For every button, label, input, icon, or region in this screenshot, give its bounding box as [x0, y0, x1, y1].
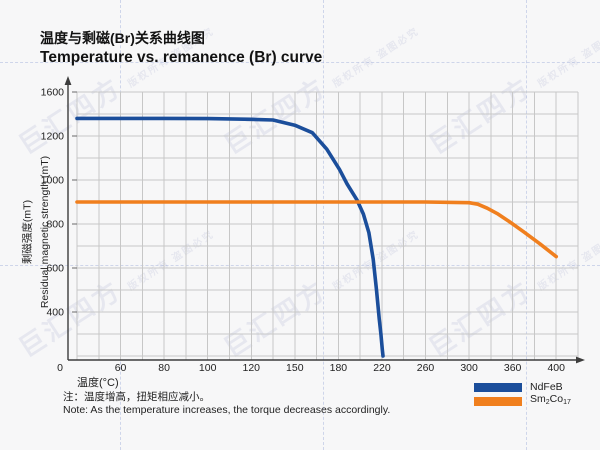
svg-text:220: 220 [373, 362, 391, 374]
axes [67, 84, 580, 361]
footnote-english: Note: As the temperature increases, the … [63, 404, 391, 416]
guide-line [526, 0, 527, 450]
y-axis-label-english: Residual magnetic strength (mT) [39, 155, 51, 309]
footnote-chinese: 注：温度增高，扭矩相应减小。 [63, 391, 210, 403]
legend-item: NdFeB [474, 381, 571, 393]
x-tick-labels: 0 60 80 100 120 150 180 220 260 300 360 400 [57, 362, 565, 374]
legend-swatch [474, 382, 522, 392]
legend-swatch [474, 396, 522, 406]
curve-Sm2Co17 [75, 200, 559, 259]
guide-line [0, 265, 600, 266]
chart-title-english: Temperature vs. remanence (Br) curve [40, 49, 323, 66]
axis-arrows [64, 76, 585, 364]
y-axis-label-chinese: 剩磁强度(mT) [21, 199, 34, 265]
y-tick-labels: 1600 1200 1000 800 600 400 [41, 87, 65, 319]
guide-line [0, 62, 600, 63]
svg-text:800: 800 [46, 219, 64, 231]
svg-text:1000: 1000 [41, 175, 65, 187]
svg-text:180: 180 [330, 362, 348, 374]
svg-text:400: 400 [547, 362, 565, 374]
legend-label: Sm2Co17 [530, 393, 571, 406]
svg-text:0: 0 [57, 362, 63, 374]
chart-title-chinese: 温度与剩磁(Br)关系曲线图 [40, 30, 205, 46]
y-ticks [72, 91, 77, 313]
svg-text:600: 600 [46, 263, 64, 275]
svg-text:80: 80 [158, 362, 170, 374]
legend-item: Sm2Co17 [474, 393, 571, 407]
svg-text:1200: 1200 [41, 131, 65, 143]
svg-text:260: 260 [417, 362, 435, 374]
svg-text:300: 300 [460, 362, 478, 374]
guide-line [323, 0, 324, 450]
legend: NdFeB Sm2Co17 [474, 381, 571, 409]
curve-NdFeB [75, 116, 385, 358]
x-axis-label: 温度(°C) [77, 377, 119, 389]
svg-text:400: 400 [46, 307, 64, 319]
svg-text:120: 120 [242, 362, 260, 374]
svg-text:100: 100 [199, 362, 217, 374]
footnote: 注：温度增高，扭矩相应减小。 Note: As the temperature … [63, 391, 390, 417]
grid [76, 91, 579, 360]
svg-text:60: 60 [115, 362, 127, 374]
svg-text:1600: 1600 [41, 87, 65, 99]
svg-text:360: 360 [504, 362, 522, 374]
svg-text:150: 150 [286, 362, 304, 374]
legend-label: NdFeB [530, 381, 563, 393]
